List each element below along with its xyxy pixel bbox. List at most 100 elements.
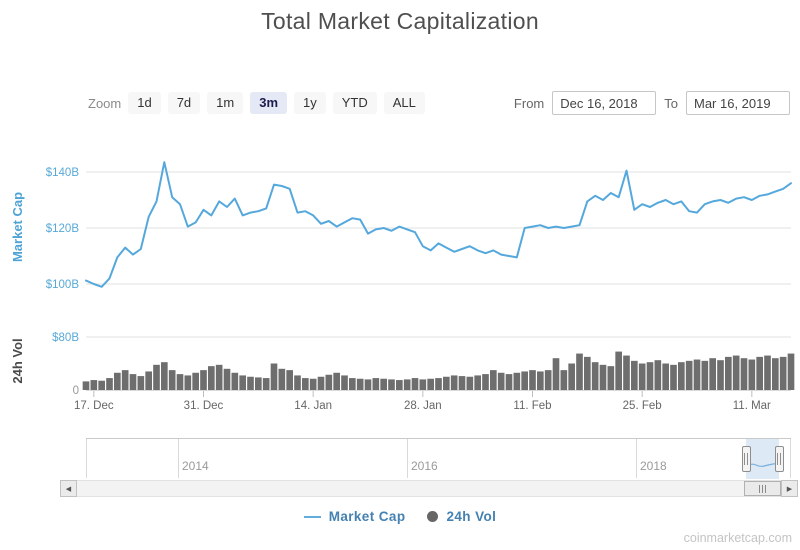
volume-bar bbox=[537, 371, 544, 390]
navigator-gridline bbox=[790, 439, 791, 478]
volume-bar bbox=[740, 358, 748, 390]
volume-bar bbox=[325, 374, 333, 390]
volume-bar bbox=[443, 376, 450, 390]
circle-symbol-icon bbox=[427, 511, 439, 522]
volume-bar bbox=[215, 364, 223, 390]
volume-axis-tick-label: 0 bbox=[73, 385, 79, 397]
volume-bar bbox=[654, 360, 662, 390]
scrollbar-right-arrow-icon[interactable]: ▶ bbox=[781, 480, 798, 497]
navigator[interactable]: 2014 2016 2018 bbox=[86, 438, 791, 479]
zoom-button-ytd[interactable]: YTD bbox=[332, 92, 377, 114]
volume-bar bbox=[615, 351, 622, 390]
volume-bar bbox=[607, 366, 615, 390]
volume-bar bbox=[568, 363, 575, 390]
navigator-year-label: 2014 bbox=[182, 459, 209, 473]
volume-bar bbox=[137, 376, 145, 390]
volume-bar bbox=[356, 378, 364, 390]
volume-bar bbox=[787, 353, 795, 390]
to-date-input[interactable] bbox=[686, 91, 790, 115]
volume-bar bbox=[560, 370, 568, 390]
volume-axis-title: 24h Vol bbox=[10, 338, 25, 383]
volume-bar bbox=[208, 366, 215, 390]
volume-bar bbox=[114, 372, 121, 390]
volume-bar bbox=[161, 362, 168, 390]
volume-bar bbox=[772, 358, 779, 390]
volume-bar bbox=[717, 360, 724, 390]
x-axis-tick-label: 28. Jan bbox=[404, 400, 442, 412]
volume-bar bbox=[450, 375, 458, 390]
volume-bar bbox=[584, 356, 591, 390]
volume-bar bbox=[427, 378, 434, 390]
scrollbar-thumb[interactable] bbox=[744, 481, 781, 496]
volume-bar bbox=[192, 372, 199, 390]
navigator-left-handle[interactable] bbox=[741, 446, 751, 472]
navigator-selected-range[interactable] bbox=[746, 439, 779, 479]
volume-bar bbox=[349, 378, 356, 390]
volume-bar bbox=[388, 379, 395, 390]
legend-item-24h-vol[interactable]: 24h Vol bbox=[427, 509, 496, 524]
volume-bar bbox=[513, 372, 521, 390]
x-axis-tick-label: 11. Mar bbox=[733, 400, 771, 412]
market-cap-line-series bbox=[85, 161, 792, 288]
legend-label: 24h Vol bbox=[446, 509, 497, 524]
volume-bar bbox=[372, 378, 380, 390]
volume-bar bbox=[748, 359, 756, 390]
volume-bar bbox=[317, 376, 325, 390]
volume-bar bbox=[90, 380, 98, 390]
volume-bar bbox=[294, 375, 301, 390]
volume-bar bbox=[262, 378, 270, 390]
volume-bar bbox=[286, 370, 293, 390]
navigator-gridline bbox=[407, 439, 408, 478]
scrollbar[interactable]: ◀ ▶ bbox=[60, 480, 798, 497]
volume-bar bbox=[98, 380, 105, 390]
volume-bar bbox=[200, 370, 207, 390]
scrollbar-track[interactable] bbox=[77, 480, 781, 497]
zoom-button-1d[interactable]: 1d bbox=[128, 92, 161, 114]
volume-bar bbox=[490, 370, 497, 390]
from-date-input[interactable] bbox=[552, 91, 657, 115]
volume-bar bbox=[662, 363, 669, 390]
navigator-gridline bbox=[636, 439, 637, 478]
volume-bar bbox=[82, 381, 90, 390]
navigator-year-label: 2016 bbox=[411, 459, 438, 473]
zoom-button-7d[interactable]: 7d bbox=[167, 92, 201, 114]
market-cap-axis-tick-label: $140B bbox=[46, 167, 80, 179]
volume-bar bbox=[599, 364, 607, 390]
volume-bar bbox=[474, 375, 481, 390]
to-label: To bbox=[664, 95, 678, 111]
volume-bar bbox=[247, 376, 254, 390]
x-axis-tick-label: 17. Dec bbox=[74, 400, 114, 412]
volume-bar bbox=[638, 363, 646, 390]
volume-bar bbox=[106, 378, 113, 390]
zoom-button-1m[interactable]: 1m bbox=[207, 92, 244, 114]
page-title: Total Market Capitalization bbox=[261, 8, 539, 34]
volume-bar bbox=[670, 364, 677, 390]
volume-bar bbox=[176, 374, 184, 390]
volume-axis-tick-label: $80B bbox=[52, 332, 79, 344]
zoom-button-all[interactable]: ALL bbox=[383, 92, 425, 114]
x-axis-tick-label: 25. Feb bbox=[623, 400, 662, 412]
navigator-right-handle[interactable] bbox=[774, 446, 784, 472]
legend: Market Cap 24h Vol bbox=[0, 509, 800, 524]
volume-bar bbox=[270, 363, 278, 390]
volume-bar bbox=[129, 374, 137, 390]
volume-bar bbox=[576, 353, 583, 390]
volume-bar bbox=[255, 377, 262, 390]
watermark: coinmarketcap.com bbox=[683, 531, 792, 545]
legend-label: Market Cap bbox=[328, 509, 406, 524]
volume-bar bbox=[302, 378, 309, 390]
scrollbar-left-arrow-icon[interactable]: ◀ bbox=[60, 480, 77, 497]
zoom-button-3m[interactable]: 3m bbox=[250, 92, 288, 114]
zoom-button-1y[interactable]: 1y bbox=[294, 92, 326, 114]
line-symbol-icon bbox=[303, 515, 321, 518]
volume-bar bbox=[756, 356, 763, 390]
volume-bar bbox=[482, 374, 489, 390]
volume-bar bbox=[466, 376, 474, 390]
volume-bar bbox=[403, 379, 411, 390]
volume-bar bbox=[764, 355, 771, 390]
legend-item-market-cap[interactable]: Market Cap bbox=[303, 509, 406, 524]
volume-bar bbox=[701, 360, 709, 390]
volume-bar bbox=[168, 370, 176, 390]
volume-bar bbox=[631, 360, 638, 390]
